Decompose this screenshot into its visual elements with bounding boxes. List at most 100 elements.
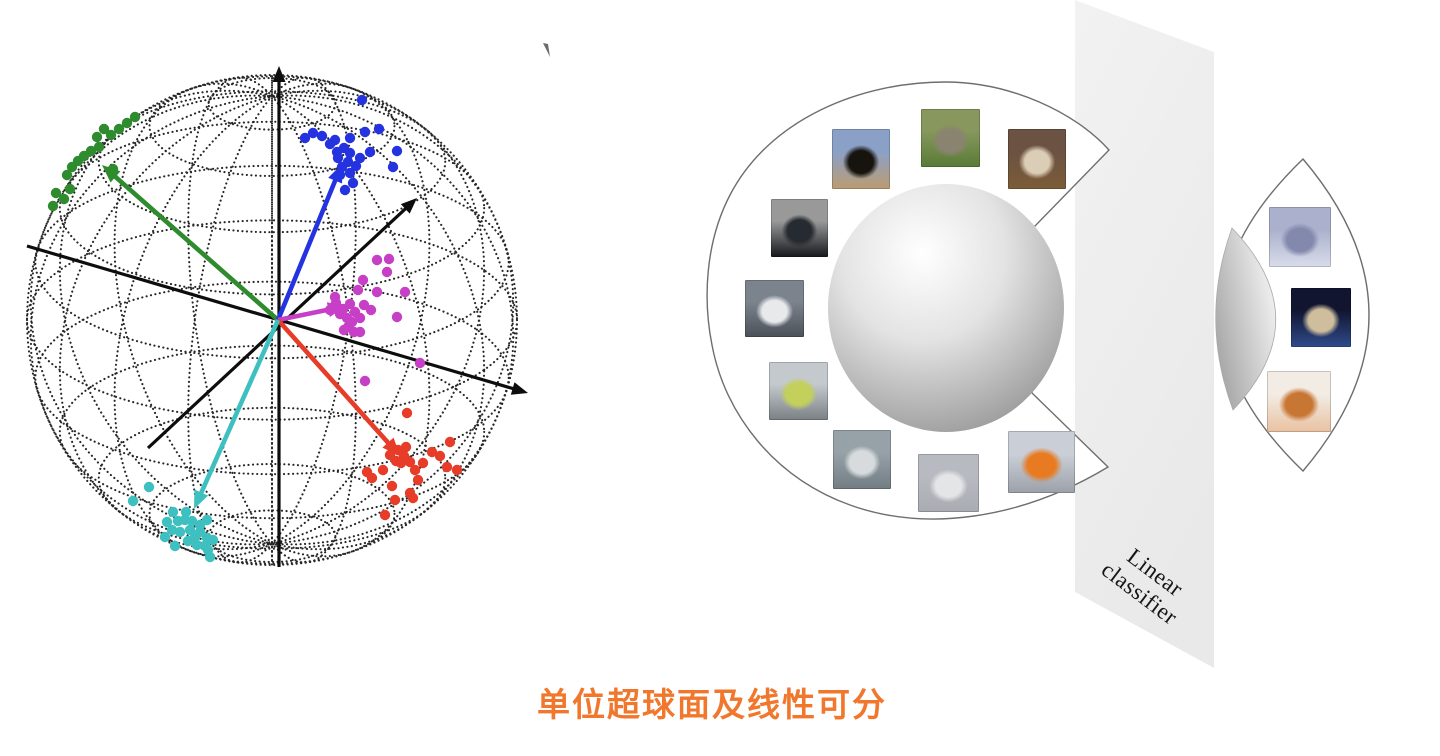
red-sample-dot — [444, 436, 456, 448]
magenta-sample-dot — [359, 375, 371, 387]
cyan-class-vector — [198, 319, 281, 496]
cyan-sample-dot — [169, 540, 181, 552]
axis-upper-right — [146, 206, 408, 450]
cyan-sample-dot — [172, 515, 184, 527]
green-sample-dot — [121, 117, 133, 129]
green-sample-dot — [50, 187, 62, 199]
blue-sample-dot — [387, 161, 399, 173]
red-sample-dot — [395, 457, 407, 469]
red-sample-dot — [407, 492, 419, 504]
blue-sample-dot — [354, 152, 366, 164]
green-sample-dot — [64, 183, 76, 195]
cursor-artifact — [543, 43, 550, 57]
cyan-sample-dot — [166, 524, 178, 536]
red-sample-dot — [384, 449, 396, 461]
green-sample-dot — [93, 141, 105, 153]
blue-sample-dot — [344, 147, 356, 159]
cut-cap-crescent — [1215, 227, 1277, 411]
magenta-class-vector — [277, 306, 331, 323]
photo-plane-orange — [1008, 431, 1075, 493]
red-class-vector — [276, 318, 392, 446]
latitude-circle — [97, 406, 447, 550]
cyan-sample-dot — [167, 506, 179, 518]
longitude-circle — [58, 89, 486, 551]
latitude-circle — [97, 90, 447, 234]
magenta-sample-dot — [348, 326, 360, 338]
blue-sample-dot — [316, 130, 328, 142]
cyan-class-vector-head — [194, 489, 209, 509]
cyan-sample-dot — [207, 534, 219, 546]
blue-sample-dot — [391, 145, 403, 157]
magenta-sample-dot — [414, 357, 426, 369]
green-sample-dot — [98, 123, 110, 135]
longitude-circle — [187, 76, 357, 564]
magenta-sample-dot — [371, 286, 383, 298]
axis-lower-right — [26, 244, 516, 391]
cursor-artifact-shape — [543, 43, 550, 57]
longitude-circle — [58, 89, 486, 551]
latitude-circle — [148, 462, 396, 565]
magenta-sample-dot — [365, 304, 377, 316]
red-sample-dot — [389, 494, 401, 506]
cyan-sample-dot — [180, 506, 192, 518]
magenta-sample-dot — [346, 316, 358, 328]
latitude-circle — [207, 509, 337, 564]
red-sample-dot — [441, 461, 453, 473]
blue-sample-dot — [356, 94, 368, 106]
class-green — [47, 111, 280, 322]
longitude-circle — [113, 82, 431, 558]
longitude-circle — [29, 94, 515, 546]
photo-dog-brown-white — [1008, 129, 1066, 189]
red-sample-dot — [377, 464, 389, 476]
cyan-sample-dot — [182, 535, 194, 547]
red-sample-dot — [401, 407, 413, 419]
blue-sample-dot — [364, 146, 376, 158]
photo-dog-grass — [921, 109, 980, 167]
cyan-sample-dot — [204, 551, 216, 563]
axis-upper-right-head — [400, 198, 417, 214]
blue-sample-dot — [334, 169, 346, 181]
blue-sample-dot — [332, 152, 344, 164]
blue-sample-dot — [307, 127, 319, 139]
green-sample-dot — [129, 111, 141, 123]
blue-class-vector — [275, 177, 339, 321]
class-blue — [275, 94, 403, 321]
green-sample-dot — [47, 200, 59, 212]
longitude-circle — [29, 94, 515, 546]
blue-sample-dot — [373, 123, 385, 135]
magenta-sample-dot — [324, 304, 336, 316]
red-sample-dot — [409, 464, 421, 476]
blue-sample-dot — [342, 156, 354, 168]
class-cyan — [127, 319, 281, 563]
blue-sample-dot — [350, 160, 362, 172]
cyan-sample-dot — [191, 539, 203, 551]
blue-sample-dot — [339, 184, 351, 196]
magenta-sample-dot — [357, 274, 369, 286]
cyan-sample-dot — [199, 540, 211, 552]
blue-sample-dot — [359, 126, 371, 138]
green-sample-dot — [113, 123, 125, 135]
magenta-sample-dot — [352, 284, 364, 296]
blue-sample-dot — [299, 132, 311, 144]
cyan-sample-dot — [186, 515, 198, 527]
magenta-sample-dot — [354, 312, 366, 324]
cyan-sample-dot — [127, 495, 139, 507]
green-sample-dot — [107, 163, 119, 175]
magenta-sample-dot — [371, 254, 383, 266]
red-sample-dot — [451, 464, 463, 476]
class-magenta — [277, 253, 426, 387]
longitude-circle — [113, 82, 431, 558]
red-sample-dot — [434, 450, 446, 462]
cyan-sample-dot — [174, 526, 186, 538]
red-sample-dot — [412, 474, 424, 486]
blue-sample-dot — [344, 167, 356, 179]
feature-sphere — [828, 184, 1064, 432]
red-sample-dot — [426, 446, 438, 458]
green-sample-dot — [58, 193, 70, 205]
cyan-sample-dot — [194, 526, 206, 538]
blue-sample-dot — [347, 177, 359, 189]
photo-cat-dark — [1291, 288, 1351, 347]
blue-sample-dot — [344, 132, 356, 144]
axis-lower-right-head — [510, 382, 528, 395]
